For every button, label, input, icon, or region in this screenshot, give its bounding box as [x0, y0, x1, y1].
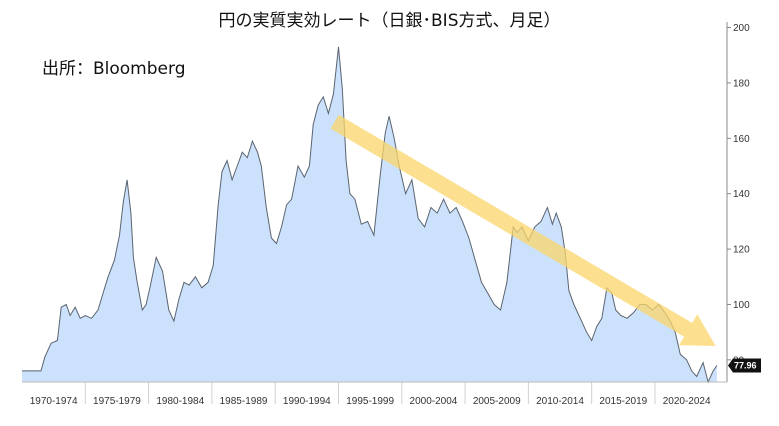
x-tick-label: 1970-1974: [30, 396, 78, 407]
last-value-label: 77.96: [734, 361, 757, 371]
y-tick-label: 180: [733, 78, 750, 89]
y-tick-label: 160: [733, 134, 750, 145]
x-tick-label: 1995-1999: [346, 396, 394, 407]
trend-arrow: [330, 114, 716, 346]
last-value-badge: [728, 358, 761, 373]
x-tick-label: 2010-2014: [536, 396, 584, 407]
plot-layer: [22, 46, 718, 404]
source-note: 出所：Bloomberg: [42, 59, 186, 79]
chart-title: 円の実質実効レート（日銀･BIS方式、月足）: [218, 11, 561, 31]
x-tick-label: 1990-1994: [283, 396, 331, 407]
y-tick-label: 120: [733, 245, 750, 256]
y-tick-label: 140: [733, 189, 750, 200]
x-tick-label: 1985-1989: [220, 396, 268, 407]
series-line: [22, 46, 718, 384]
x-tick-label: 2005-2009: [473, 396, 521, 407]
series-area: [22, 46, 717, 383]
y-tick-label: 200: [733, 23, 750, 34]
x-tick-label: 2020-2024: [663, 396, 711, 407]
y-tick-label: 100: [733, 300, 750, 311]
x-tick-label: 1975-1979: [93, 396, 141, 407]
x-tick-label: 1980-1984: [156, 396, 204, 407]
axis-layer: 801001201401601802001970-19741975-197919…: [22, 22, 761, 407]
x-tick-label: 2015-2019: [599, 396, 647, 407]
x-tick-label: 2000-2004: [410, 396, 458, 407]
